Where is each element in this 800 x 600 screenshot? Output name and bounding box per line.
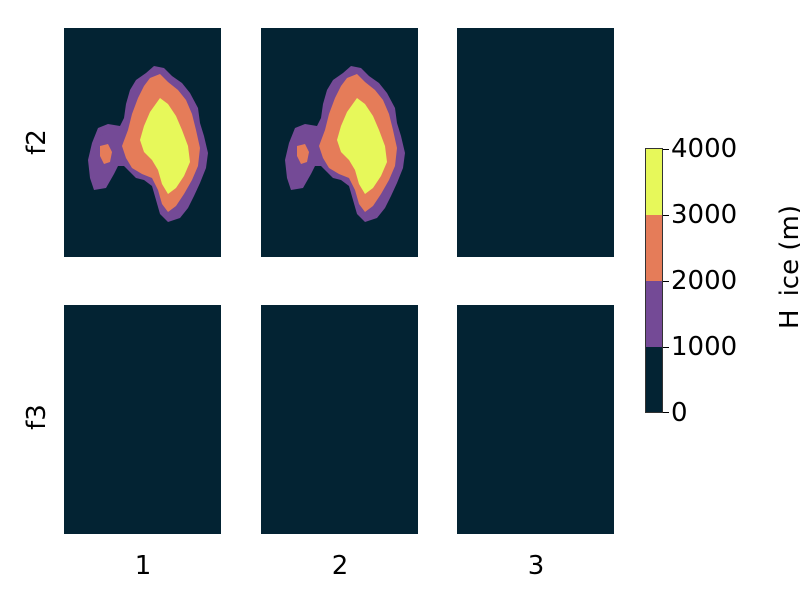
colorbar-ticklabel-4000: 4000 bbox=[671, 134, 738, 164]
row-label-f2: f2 bbox=[22, 129, 52, 155]
colorbar bbox=[645, 148, 663, 413]
colorbar-tick-3000 bbox=[663, 215, 669, 216]
colorbar-ticklabel-3000: 3000 bbox=[671, 200, 738, 230]
col-label-3: 3 bbox=[527, 551, 545, 581]
col-label-1: 1 bbox=[134, 551, 152, 581]
colorbar-level-1 bbox=[646, 281, 662, 347]
colorbar-tick-0 bbox=[663, 412, 669, 413]
panel-background-f2-3 bbox=[457, 28, 614, 257]
colorbar-tick-2000 bbox=[663, 281, 669, 282]
col-label-2: 2 bbox=[331, 551, 349, 581]
ice-level-3-f2-2 bbox=[337, 98, 387, 194]
panel-f3-2 bbox=[261, 305, 418, 534]
panel-background-f3-2 bbox=[261, 305, 418, 534]
row-label-f3: f3 bbox=[22, 404, 52, 430]
colorbar-level-3 bbox=[646, 149, 662, 215]
colorbar-tick-1000 bbox=[663, 347, 669, 348]
ice-island-inner-f2-1 bbox=[100, 144, 112, 164]
ice-level-3-f2-1 bbox=[140, 98, 190, 194]
colorbar-ticklabel-0: 0 bbox=[671, 398, 688, 428]
colorbar-level-2 bbox=[646, 215, 662, 281]
panel-f2-1 bbox=[64, 28, 221, 257]
ice-island-inner-f2-2 bbox=[297, 144, 309, 164]
panel-f2-3 bbox=[457, 28, 614, 257]
panel-background-f3-1 bbox=[64, 305, 221, 534]
colorbar-ticklabel-1000: 1000 bbox=[671, 332, 738, 362]
panel-background-f3-3 bbox=[457, 305, 614, 534]
colorbar-level-0 bbox=[646, 347, 662, 412]
colorbar-title: H_ice (m) bbox=[775, 205, 800, 329]
colorbar-tick-4000 bbox=[663, 149, 669, 150]
panel-f2-2 bbox=[261, 28, 418, 257]
panel-f3-3 bbox=[457, 305, 614, 534]
panel-f3-1 bbox=[64, 305, 221, 534]
colorbar-ticklabel-2000: 2000 bbox=[671, 266, 738, 296]
